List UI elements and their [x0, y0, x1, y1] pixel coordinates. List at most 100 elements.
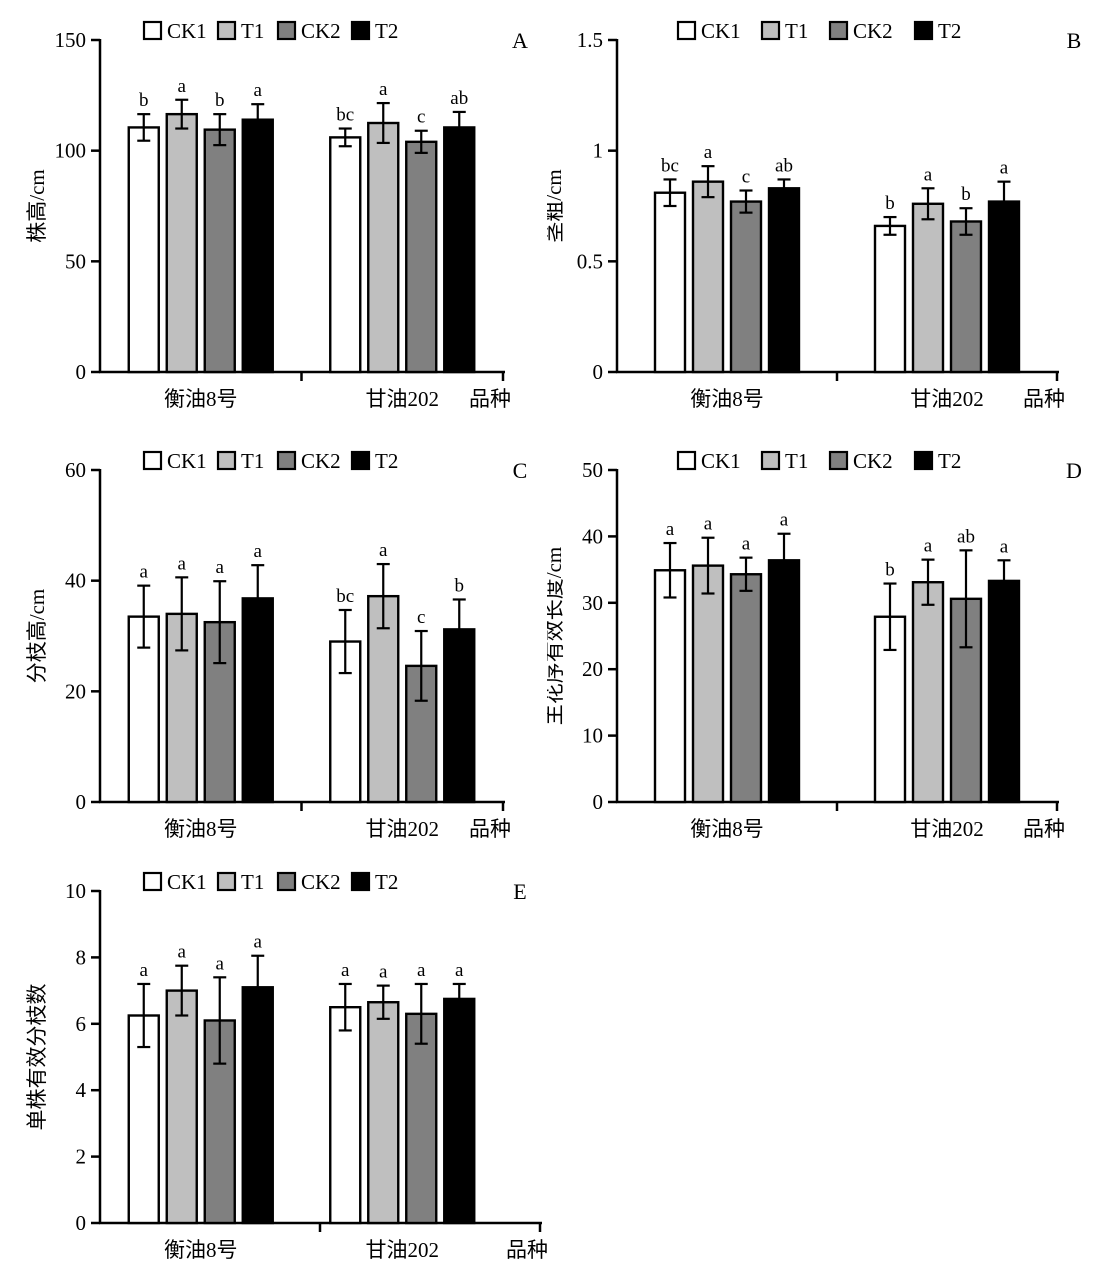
chart-e-effective-branch-number: CK1 T1 CK2 T2 E 0 2 4 6 8 10 单株有效分枝数 a a a a 衡油8号 a a a a 甘油2… — [0, 851, 560, 1276]
legend-label: T1 — [241, 19, 264, 43]
category-label: 甘油202 — [366, 387, 440, 411]
legend-label: T1 — [785, 19, 808, 43]
bar-t2-1 — [241, 118, 274, 374]
bar-t2-2 — [443, 126, 476, 374]
bar-ck2-2 — [405, 1012, 438, 1225]
legend-label: T1 — [241, 449, 264, 473]
x-axis-title: 品种 — [469, 817, 511, 841]
legend-label: CK2 — [301, 870, 341, 894]
legend-swatch-ck1 — [142, 871, 163, 892]
bar-t1-1 — [691, 564, 725, 804]
bar-t2-2 — [987, 200, 1021, 374]
sig-letter: a — [216, 953, 225, 974]
bar-ck1-2 — [329, 1005, 362, 1225]
y-tick-label: 1.5 — [577, 28, 603, 52]
sig-letter: a — [924, 164, 933, 185]
category-label: 甘油202 — [910, 817, 984, 841]
bar-ck1-2 — [873, 224, 907, 374]
sig-letter: c — [417, 607, 425, 628]
bar-t2-1 — [767, 187, 801, 374]
sig-letter: a — [178, 553, 187, 574]
chart-svg: CK1 T1 CK2 T2 E 0 2 4 6 8 10 单株有效分枝数 a a a a 衡油8号 a a a a 甘油2… — [25, 870, 548, 1262]
bar-t2-2 — [443, 997, 476, 1225]
bar-t1-2 — [911, 202, 945, 374]
sig-letter: a — [178, 942, 187, 963]
y-tick-label: 50 — [582, 458, 603, 482]
y-tick-label: 50 — [65, 249, 86, 273]
sig-letter: a — [140, 960, 149, 981]
legend-swatch-t1 — [760, 450, 781, 471]
y-axis-title: 茎粗/cm — [547, 169, 566, 243]
bar-t1-1 — [165, 112, 198, 374]
legend-swatch-ck2 — [276, 20, 297, 41]
chart-svg: CK1 T1 CK2 T2 D 0 10 20 30 40 50 主花序有效长度/cm a a a a 衡油8号… — [542, 449, 1082, 841]
y-tick-label: 0 — [76, 790, 87, 814]
legend-label: T1 — [785, 449, 808, 473]
chart-a-plant-height: CK1 T1 CK2 T2 A 0 50 100 150 株高/cm b a b a 衡油8号 bc a c ab 甘… — [0, 0, 560, 430]
chart-b-stem-diameter: CK1 T1 CK2 T2 B 0 0.5 1 1.5 茎粗/cm bc a c ab 衡油8号 b a b a 甘油… — [542, 0, 1107, 430]
sig-letter: a — [742, 534, 751, 555]
panel-letter: E — [513, 879, 526, 904]
chart-svg: CK1 T1 CK2 T2 B00.511.5茎粗/cmbcacab衡油8号baba甘油… — [542, 19, 1081, 411]
sig-letter: b — [455, 575, 465, 596]
y-tick-label: 40 — [582, 524, 603, 548]
legend-swatch-t1 — [216, 20, 237, 41]
x-axis-title: 品种 — [469, 387, 511, 411]
category-label: 甘油202 — [910, 387, 984, 411]
legend-swatch-ck1 — [142, 20, 163, 41]
sig-letter: b — [215, 90, 225, 111]
panel-letter: A — [512, 28, 528, 53]
bar-ck2-2 — [949, 220, 983, 374]
y-tick-label: 4 — [76, 1078, 87, 1102]
legend-swatch-t2 — [350, 20, 371, 41]
sig-letter: a — [455, 960, 464, 981]
legend-swatch-t1 — [216, 871, 237, 892]
legend-label: CK1 — [167, 870, 207, 894]
sig-letter: b — [961, 184, 971, 205]
y-tick-label: 100 — [55, 139, 87, 163]
legend-label: CK1 — [701, 19, 741, 43]
sig-letter: a — [178, 76, 187, 97]
sig-letter: a — [1000, 158, 1009, 179]
panel-letter: D — [1066, 458, 1082, 483]
sig-letter: a — [341, 960, 350, 981]
bar-ck1-1 — [653, 569, 687, 804]
y-tick-label: 150 — [55, 28, 87, 52]
legend-label: CK1 — [701, 449, 741, 473]
category-label: 衡油8号 — [164, 1238, 238, 1262]
legend-swatch-ck2 — [276, 450, 297, 471]
sig-letter: b — [885, 193, 895, 214]
y-axis-title: 株高/cm — [25, 169, 49, 243]
chart-d-inflorescence-length: CK1 T1 CK2 T2 D 0 10 20 30 40 50 主花序有效长度/cm a a a a 衡油8号… — [542, 430, 1107, 860]
legend-swatch-ck1 — [676, 20, 697, 41]
bar-ck1-1 — [127, 126, 160, 374]
sig-letter: ab — [775, 155, 793, 176]
legend-label: T2 — [938, 449, 961, 473]
chart-c-branch-height: CK1 T1 CK2 T2 C 0 20 40 60 分枝高/cm a a a a 衡油8号 bc a c b 甘油2… — [0, 430, 560, 860]
legend-swatch-ck1 — [142, 450, 163, 471]
x-axis-title: 品种 — [506, 1238, 548, 1262]
legend-label: CK2 — [301, 19, 341, 43]
sig-letter: a — [254, 932, 263, 953]
legend-swatch-t2 — [350, 450, 371, 471]
sig-letter: a — [666, 519, 675, 540]
y-tick-label: 30 — [582, 591, 603, 615]
sig-letter: bc — [336, 105, 354, 126]
bar-t1-1 — [691, 180, 725, 374]
sig-letter: a — [254, 80, 263, 101]
sig-letter: ab — [450, 88, 468, 109]
sig-letter: a — [379, 540, 388, 561]
bar-ck1-1 — [127, 1014, 160, 1225]
sig-letter: bc — [336, 586, 354, 607]
legend-swatch-t2 — [350, 871, 371, 892]
bar-ck1-2 — [329, 136, 362, 374]
bar-t1-2 — [367, 121, 400, 374]
category-label: 甘油202 — [366, 817, 440, 841]
bar-ck2-1 — [203, 128, 236, 374]
bar-ck2-1 — [729, 200, 763, 374]
legend-swatch-ck2 — [276, 871, 297, 892]
x-axis-title: 品种 — [1023, 817, 1065, 841]
x-axis-title: 品种 — [1023, 387, 1065, 411]
